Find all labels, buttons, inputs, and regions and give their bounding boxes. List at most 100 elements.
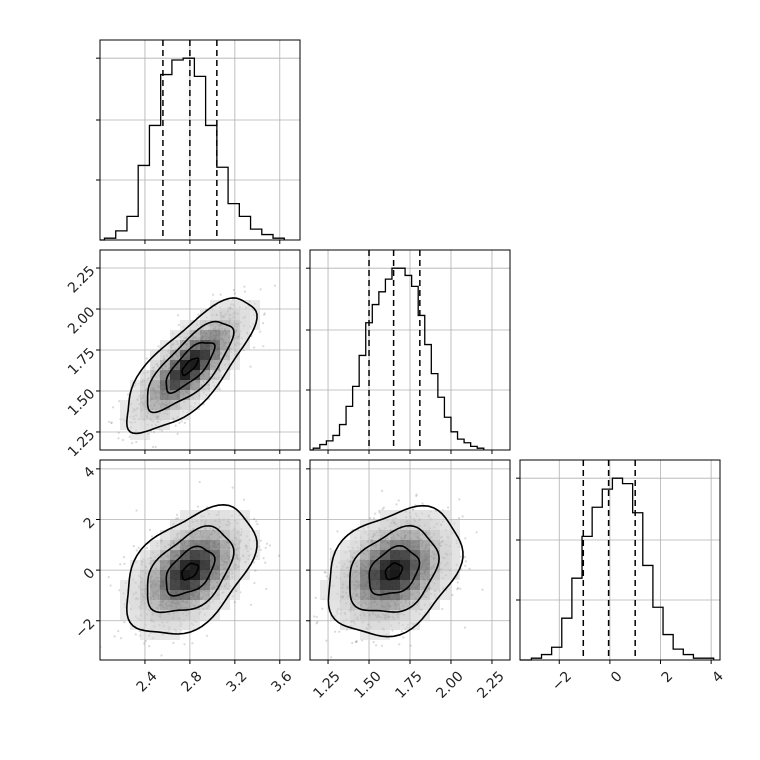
density-bin [420,550,430,560]
scatter-point [265,542,269,545]
density-bin [140,600,150,610]
density-bin [160,360,170,370]
density-bin [200,310,210,320]
scatter-point [191,642,194,645]
density-bin [190,370,200,380]
density-bin [210,510,220,520]
density-bin [370,590,380,600]
density-bin [200,600,210,610]
scatter-point [314,596,317,600]
density-bin [350,550,360,560]
scatter-point [231,486,234,489]
density-bin [340,550,350,560]
density-bin [160,400,170,410]
panel-frame [99,459,301,661]
scatter-point [119,563,122,566]
density-bin [220,310,230,320]
density-bin [160,630,170,640]
density-bin [360,600,370,610]
density-bin [330,550,340,560]
scatter-point [131,441,134,445]
density-bin [430,530,440,540]
density-bin [400,550,410,560]
contour-line [146,320,235,414]
density-bin [180,320,190,330]
density-bin [160,390,170,400]
scatter-point [475,531,478,534]
density-bin [160,380,170,390]
scatter-point [107,420,111,423]
density-bin [140,380,150,390]
density-bin [370,530,380,540]
density-bin [400,600,410,610]
density-bin [240,570,250,580]
scatter-point [110,421,113,424]
scatter-point [378,509,381,512]
scatter-point [255,520,258,523]
contour-line [368,545,421,596]
density-bin [210,600,220,610]
density-bin [360,590,370,600]
density-bin [150,590,160,600]
y-tick-label: 2.00 [65,304,98,337]
density-bin [200,580,210,590]
density-bin [370,550,380,560]
density-bin [420,510,430,520]
density-bin [130,390,140,400]
density-bin [450,530,460,540]
scatter-point [249,603,253,606]
density-bin [190,540,200,550]
density-bin [130,620,140,630]
density-bin [140,620,150,630]
density-bin [410,540,420,550]
scatter-point [232,288,235,292]
scatter-point [254,569,257,572]
density-bin [400,560,410,570]
density-bin [440,560,450,570]
scatter-point [263,313,266,316]
scatter-point [176,432,179,435]
density-bin [350,560,360,570]
scatter-point [173,451,175,453]
density-bin [440,580,450,590]
density-bin [210,580,220,590]
density-bin [400,590,410,600]
density-bin [190,520,200,530]
scatter-point [122,556,125,559]
density-bin [210,590,220,600]
density-bin [240,520,250,530]
scatter-point [334,630,337,633]
scatter-point [109,584,112,587]
scatter-point [145,547,149,550]
scatter-point [456,581,459,584]
histogram-panel [96,39,301,241]
density-bin [230,550,240,560]
scatter-point [355,640,358,643]
density-bin [120,400,130,410]
scatter-point [481,588,484,591]
panel-content [107,284,277,453]
density-bin [220,530,230,540]
scatter-point [464,564,467,567]
density-bin [210,360,220,370]
density-bin [430,550,440,560]
density-bin [390,590,400,600]
scatter-point [457,517,461,520]
scatter-point [253,581,256,585]
density-bin [180,600,190,610]
density-bin [240,550,250,560]
density-bin [210,540,220,550]
density-bin [160,350,170,360]
density-bin [450,570,460,580]
density-bin [180,520,190,530]
density-bin [180,610,190,620]
x-tick-label: 1.25 [310,668,343,701]
scatter-point [277,554,281,557]
density-bin [170,600,180,610]
density-bin [230,320,240,330]
scatter-point [183,643,186,646]
density-bin [160,370,170,380]
density-bin [150,630,160,640]
density-bin [400,530,410,540]
